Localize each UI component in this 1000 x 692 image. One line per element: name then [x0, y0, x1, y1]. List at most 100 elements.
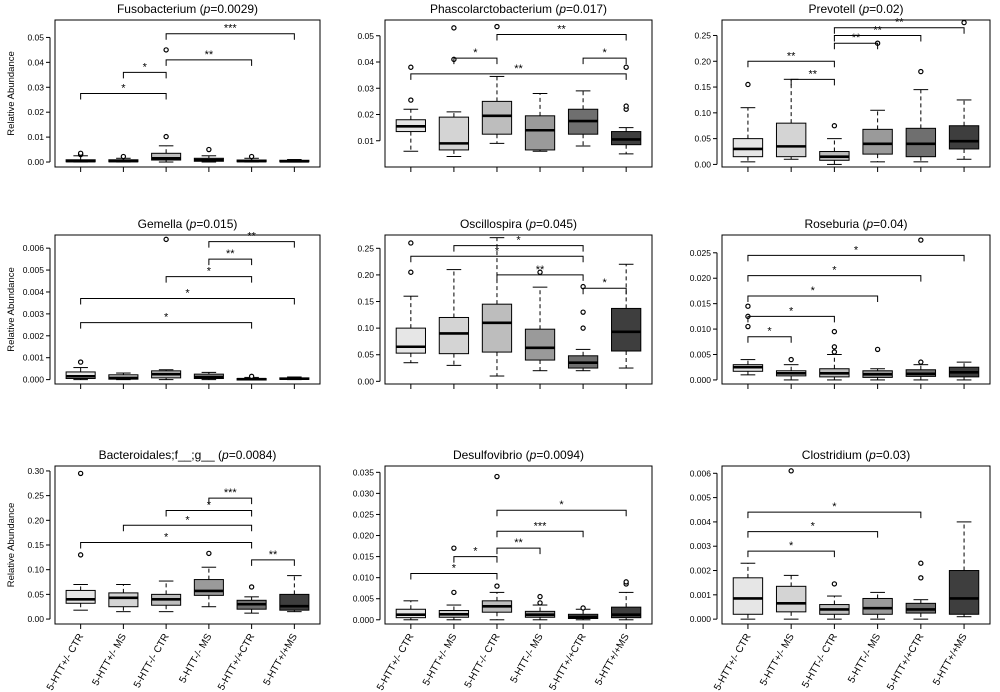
significance-label: *	[602, 277, 607, 289]
bracket-line	[251, 559, 295, 566]
bracket-line	[582, 287, 627, 295]
outlier-point	[248, 584, 255, 590]
significance-label: *	[143, 61, 148, 73]
outlier-point	[961, 19, 967, 26]
y-tick-label: 0.05	[27, 589, 44, 599]
title-p-label: p	[558, 2, 566, 16]
iqr-box	[611, 131, 642, 146]
iqr-box	[395, 327, 426, 354]
outlier-point	[120, 153, 127, 160]
significance-bracket: *	[747, 540, 835, 558]
outlier-point	[537, 600, 543, 606]
bracket-line	[496, 530, 584, 538]
bracket-line	[165, 33, 295, 40]
panel-gemella: Gemella (p=0.015) 0.000 0.001 0.002 0.003 0.0…	[6, 217, 321, 389]
y-tick-label: 0.006	[23, 243, 45, 253]
y-tick-label: 0.01	[27, 132, 44, 142]
plot-frame	[384, 234, 653, 385]
box-2	[108, 372, 139, 381]
title-p-label: p	[868, 448, 876, 462]
bracket-line	[208, 258, 253, 266]
outlier-point	[788, 356, 794, 363]
significance-bracket: *	[80, 83, 167, 100]
box-1	[395, 64, 426, 152]
y-tick-label: 0.15	[27, 540, 44, 550]
box-5	[236, 584, 267, 614]
x-tick-label: 5-HTT-/- CTR	[132, 632, 172, 690]
x-tick-label: 5-HTT+/+MS	[262, 632, 301, 688]
panel-prevotell: Prevotell (p=0.02) 0.00 0.05 0.10 0.15 0.20 0.…	[694, 2, 991, 172]
significance-bracket: *	[80, 288, 295, 305]
outlier-point	[918, 575, 924, 581]
outlier-point	[451, 589, 457, 596]
title-taxon: Roseburia (	[804, 217, 866, 231]
plot-frame	[721, 465, 991, 625]
box-2	[775, 356, 807, 381]
significance-label: **	[514, 537, 523, 549]
title-p-value: =0.0029)	[210, 2, 258, 16]
outlier-point	[831, 123, 838, 129]
box-4	[862, 346, 893, 381]
significance-label: ***	[534, 520, 548, 532]
plot-frame	[54, 19, 321, 168]
outlier-point	[163, 47, 169, 53]
significance-label: **	[205, 49, 214, 61]
y-tick-label: 0.010	[690, 324, 712, 334]
y-tick-label: 0.10	[694, 108, 711, 118]
outlier-point	[494, 583, 500, 589]
y-tick-label: 0.04	[27, 57, 44, 67]
x-tick-label: 5-HTT+/- CTR	[375, 632, 416, 692]
y-tick-label: 0.00	[27, 157, 44, 167]
outlier-point	[831, 344, 838, 350]
y-tick-label: 0.30	[27, 466, 44, 476]
box-2	[775, 468, 807, 620]
box-4	[862, 591, 893, 620]
bracket-line	[582, 57, 627, 65]
y-tick-label: 0.000	[353, 615, 375, 625]
significance-label: **	[787, 50, 796, 62]
outlier-point	[745, 303, 751, 309]
x-tick-label: 5-HTT-/- MS	[177, 632, 214, 685]
significance-label: *	[789, 305, 794, 317]
y-tick-label: 0.02	[357, 110, 374, 120]
y-tick-label: 0.005	[690, 493, 712, 503]
box-4	[862, 40, 893, 163]
significance-label: **	[514, 63, 523, 75]
box-6	[948, 521, 980, 618]
y-tick-label: 0.000	[690, 614, 712, 624]
y-tick-label: 0.02	[27, 107, 44, 117]
iqr-box	[948, 125, 980, 150]
box-4	[524, 269, 556, 372]
box-3	[481, 237, 513, 377]
y-tick-label: 0.003	[690, 541, 712, 551]
box-3	[819, 123, 850, 165]
significance-bracket: **	[833, 24, 922, 42]
box-1	[732, 81, 764, 163]
y-tick-label: 0.015	[353, 552, 375, 562]
y-tick-label: 0.020	[353, 531, 375, 541]
bracket-line	[496, 33, 627, 41]
outlier-point	[918, 68, 924, 75]
title-p-label: p	[528, 217, 536, 231]
y-tick-label: 0.005	[23, 265, 45, 275]
outlier-point	[580, 325, 586, 331]
outlier-point	[831, 328, 838, 335]
iqr-box	[524, 115, 556, 151]
box-2	[108, 584, 139, 613]
y-tick-label: 0.03	[27, 82, 44, 92]
significance-bracket: **	[165, 49, 253, 66]
box-4	[193, 550, 224, 608]
significance-bracket: *	[122, 514, 253, 532]
y-tick-label: 0.002	[23, 331, 45, 341]
significance-label: **	[808, 68, 817, 80]
y-tick-label: 0.25	[357, 243, 374, 253]
significance-label: *	[473, 47, 478, 59]
panel-roseburia: Roseburia (p=0.04) 0.000 0.005 0.010 0.015 0.…	[690, 217, 991, 389]
plot-frame	[384, 19, 653, 168]
title-p-label: p	[203, 2, 211, 16]
bracket-line	[122, 524, 253, 532]
outlier-point	[745, 81, 751, 88]
y-axis-label: Relative Abundance	[6, 51, 17, 136]
x-tick-label: 5-HTT+/+MS	[931, 632, 970, 688]
outlier-point	[831, 581, 838, 587]
